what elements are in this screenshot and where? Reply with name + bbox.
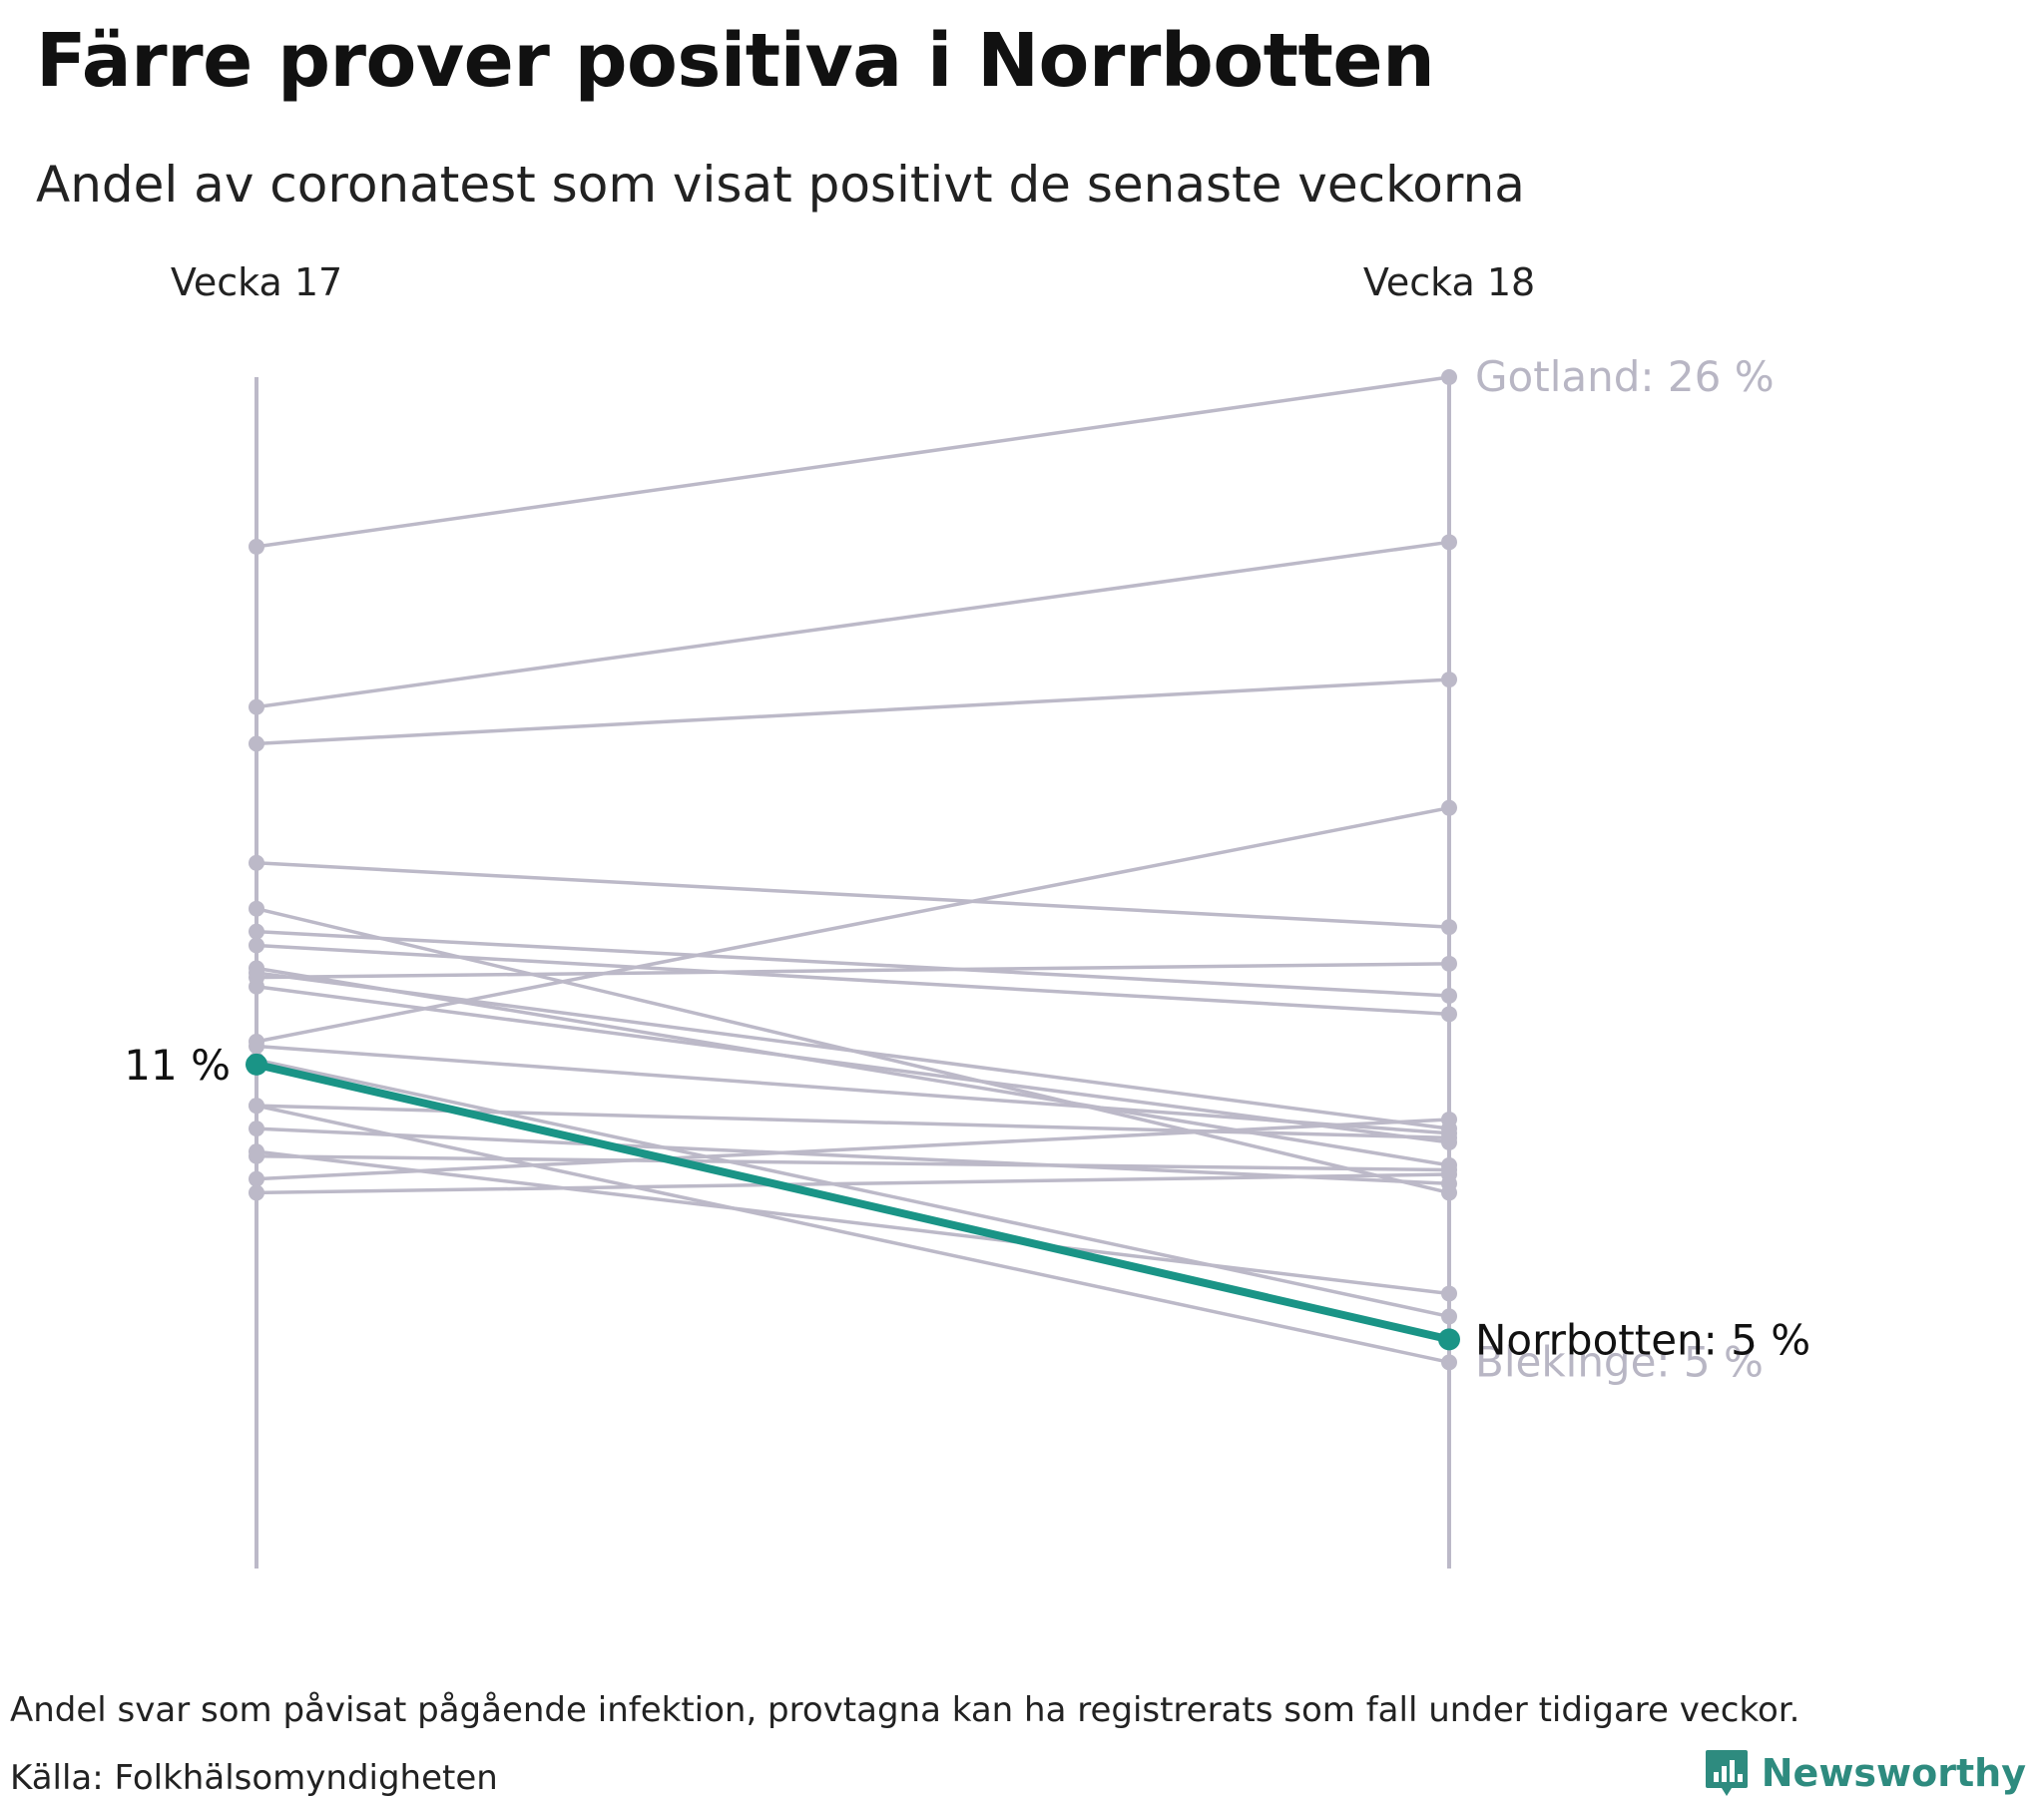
series-point-start xyxy=(249,1121,264,1137)
series-line xyxy=(256,1153,1450,1172)
series-point-start xyxy=(249,1147,264,1164)
series-line xyxy=(256,962,1450,980)
highlight-start-label: 11 % xyxy=(124,1041,231,1090)
series-line xyxy=(256,985,1450,1144)
series-point-end xyxy=(1441,369,1457,385)
series-point-start xyxy=(249,1098,264,1115)
highlight-point-start xyxy=(246,1053,267,1076)
series-point-end xyxy=(1441,955,1457,972)
series-line xyxy=(256,805,1450,1044)
series-line xyxy=(256,1044,1450,1135)
series-point-end xyxy=(1441,1166,1457,1183)
highlight-point-end xyxy=(1438,1328,1460,1351)
series-point-end xyxy=(1441,672,1457,688)
series-point-start xyxy=(249,854,264,871)
series-point-start xyxy=(249,735,264,752)
source-note: Källa: Folkhälsomyndigheten xyxy=(10,1758,498,1798)
series-line xyxy=(256,1126,1450,1185)
series-point-start xyxy=(249,900,264,917)
series-line xyxy=(256,677,1450,746)
series-line xyxy=(256,1118,1450,1181)
chart-subtitle: Andel av coronatest som visat positivt d… xyxy=(36,156,1525,214)
series-point-start xyxy=(249,978,264,995)
column-header-left: Vecka 17 xyxy=(171,260,342,304)
series-end-label: Gotland: 26 % xyxy=(1475,352,1775,401)
series-point-end xyxy=(1441,534,1457,551)
series-point-start xyxy=(249,698,264,715)
series-point-end xyxy=(1441,799,1457,816)
series-line xyxy=(256,1058,1450,1319)
series-line xyxy=(256,1104,1450,1365)
footnote: Andel svar som påvisat pågående infektio… xyxy=(10,1690,1800,1730)
series-point-start xyxy=(249,1033,264,1050)
series-line xyxy=(256,943,1450,1017)
series-end-label: Blekinge: 5 % xyxy=(1475,1337,1764,1386)
series-point-end xyxy=(1441,1006,1457,1023)
newsworthy-logo-icon xyxy=(1705,1750,1748,1796)
column-header-right: Vecka 18 xyxy=(1363,260,1535,304)
series-point-end xyxy=(1441,1308,1457,1325)
series-point-end xyxy=(1441,1285,1457,1302)
series-point-end xyxy=(1441,1129,1457,1146)
series-point-start xyxy=(249,538,264,555)
series-point-start xyxy=(249,1170,264,1187)
series-line xyxy=(256,861,1450,929)
series-point-end xyxy=(1441,1354,1457,1371)
series-line xyxy=(256,1172,1450,1195)
series-point-end xyxy=(1441,1111,1457,1127)
series-point-end xyxy=(1441,987,1457,1004)
brand-name: Newsworthy xyxy=(1761,1751,2026,1795)
series-line xyxy=(256,971,1450,1130)
slope-chart: Vecka 17 Vecka 18 Gotland: 26 % Blekinge: 5… xyxy=(124,260,1810,1569)
chart-title: Färre prover positiva i Norrbotten xyxy=(36,18,1435,104)
highlight-line xyxy=(253,1060,1453,1344)
series-point-start xyxy=(249,937,264,954)
series-line xyxy=(256,1149,1450,1296)
series-line xyxy=(256,540,1450,709)
series-point-start xyxy=(249,1184,264,1201)
series-line xyxy=(256,929,1450,998)
series-point-start xyxy=(249,923,264,940)
series-point-start xyxy=(249,965,264,981)
brand-logo[interactable]: Newsworthy xyxy=(1704,1748,2026,1798)
series-line xyxy=(256,375,1450,549)
highlight-end-label: Norrbotten: 5 % xyxy=(1475,1315,1810,1364)
series-point-end xyxy=(1441,919,1457,936)
